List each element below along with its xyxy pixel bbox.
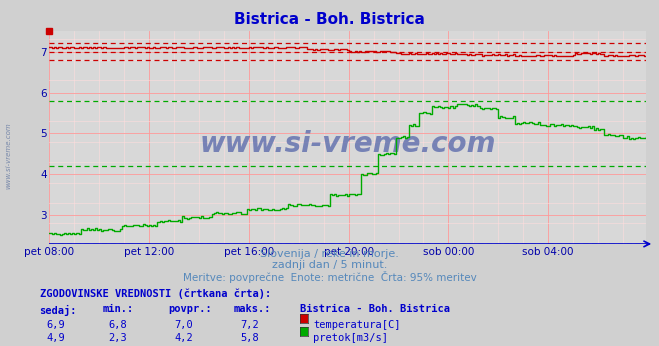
Text: povpr.:: povpr.: [168, 304, 212, 315]
Text: min.:: min.: [102, 304, 133, 315]
Text: 6,9: 6,9 [46, 320, 65, 330]
Text: pretok[m3/s]: pretok[m3/s] [313, 333, 388, 343]
Text: www.si-vreme.com: www.si-vreme.com [5, 122, 11, 189]
Text: 7,2: 7,2 [241, 320, 259, 330]
Text: zadnji dan / 5 minut.: zadnji dan / 5 minut. [272, 260, 387, 270]
Text: ZGODOVINSKE VREDNOSTI (črtkana črta):: ZGODOVINSKE VREDNOSTI (črtkana črta): [40, 289, 271, 299]
Text: 5,8: 5,8 [241, 333, 259, 343]
Text: Slovenija / reke in morje.: Slovenija / reke in morje. [260, 249, 399, 259]
Text: Bistrica - Boh. Bistrica: Bistrica - Boh. Bistrica [234, 12, 425, 27]
Text: 4,2: 4,2 [175, 333, 193, 343]
Text: Bistrica - Boh. Bistrica: Bistrica - Boh. Bistrica [300, 304, 450, 315]
Text: www.si-vreme.com: www.si-vreme.com [200, 130, 496, 158]
Text: 4,9: 4,9 [46, 333, 65, 343]
Text: 2,3: 2,3 [109, 333, 127, 343]
Text: maks.:: maks.: [234, 304, 272, 315]
Text: 7,0: 7,0 [175, 320, 193, 330]
Text: sedaj:: sedaj: [40, 304, 77, 316]
Text: Meritve: povprečne  Enote: metrične  Črta: 95% meritev: Meritve: povprečne Enote: metrične Črta:… [183, 271, 476, 283]
Text: temperatura[C]: temperatura[C] [313, 320, 401, 330]
Text: 6,8: 6,8 [109, 320, 127, 330]
